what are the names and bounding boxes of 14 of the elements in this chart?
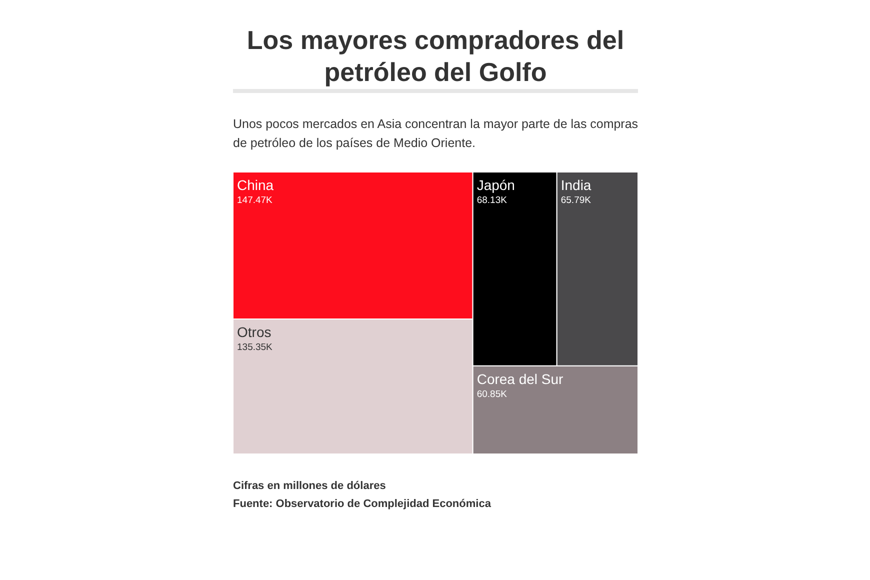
text: Unos pocos mercados en Asia concentran la mayor parte de las compras de petróleo de los países de Medio Oriente. [233,117,638,150]
category-label: Japón [476,177,515,193]
data-label: 68.13K [476,195,508,206]
category-label: Otros [237,324,272,340]
text: Los mayores compradores del petróleo del Golfo [246,25,624,87]
text: Cifras en millones de dólares [233,480,386,492]
category-label: India [560,177,592,193]
data-label: 65.79K [560,195,592,206]
category-label: China [237,177,274,193]
data-label: 147.47K [237,195,274,206]
data-label: 135.35K [237,342,274,354]
data-label: 60.85K [476,388,508,400]
category-label: Corea del Sur [476,370,564,387]
source-note: Fuente: Observatorio de Complejidad Económica [233,498,492,510]
